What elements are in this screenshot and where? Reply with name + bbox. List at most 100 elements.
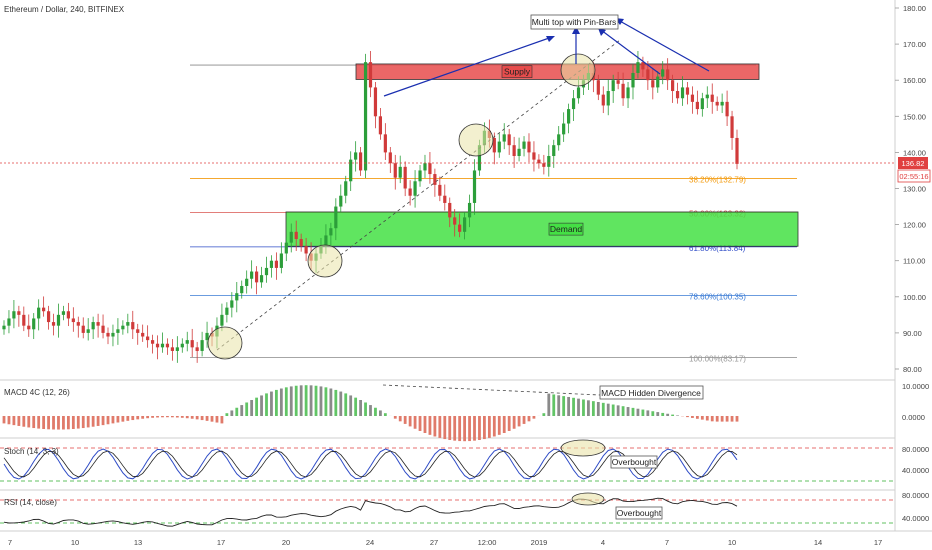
macd-bar bbox=[552, 394, 556, 416]
highlight-circle bbox=[458, 123, 494, 157]
price-tick-label: 120.00 bbox=[903, 221, 926, 230]
candle-body bbox=[329, 228, 333, 236]
macd-bar bbox=[473, 416, 476, 441]
candle-body bbox=[383, 134, 387, 153]
macd-bar bbox=[329, 388, 333, 416]
zone-label-box bbox=[548, 222, 584, 236]
candle-body bbox=[730, 116, 734, 138]
macd-bar bbox=[428, 416, 432, 435]
rsi-title: RSI (14, close) bbox=[4, 498, 57, 507]
macd-bar bbox=[57, 416, 60, 430]
macd-annotation-label: MACD Hidden Divergence bbox=[601, 388, 701, 398]
zone-label-box bbox=[501, 65, 533, 79]
candle-body bbox=[155, 343, 160, 348]
macd-bar bbox=[250, 400, 254, 416]
macd-bar bbox=[32, 416, 36, 429]
macd-bar bbox=[413, 416, 417, 429]
time-tick-label: 10 bbox=[728, 538, 736, 547]
macd-bar bbox=[324, 387, 328, 416]
macd-bar bbox=[735, 416, 739, 422]
price-tick-label: 170.00 bbox=[903, 40, 926, 49]
fib-level-label: 61.80%(113.84) bbox=[689, 244, 746, 253]
candle-body bbox=[611, 80, 615, 92]
macd-bar bbox=[274, 389, 278, 416]
macd-bar bbox=[270, 391, 273, 416]
time-tick-label: 7 bbox=[8, 538, 12, 547]
candle-body bbox=[279, 253, 283, 268]
fib-level-label: 100.00%(83.17) bbox=[689, 355, 746, 364]
rsi-highlight bbox=[571, 492, 605, 506]
candle-body bbox=[264, 267, 269, 276]
time-tick-label: 13 bbox=[134, 538, 142, 547]
macd-bar bbox=[195, 416, 199, 420]
candle-body bbox=[131, 322, 135, 330]
candle-body bbox=[358, 152, 363, 171]
macd-bar bbox=[463, 416, 467, 442]
candle-body bbox=[408, 188, 412, 196]
macd-bar bbox=[517, 416, 521, 427]
candle-body bbox=[51, 322, 56, 326]
time-tick-label: 10 bbox=[71, 538, 79, 547]
macd-bar bbox=[483, 416, 486, 440]
candle-body bbox=[254, 271, 259, 283]
candle-body bbox=[463, 217, 467, 232]
stoch-d-line bbox=[3, 450, 738, 478]
candle-body bbox=[180, 343, 184, 348]
candle-body bbox=[720, 101, 724, 106]
candle-body bbox=[42, 307, 46, 312]
candle-body bbox=[690, 94, 695, 102]
price-tick-label: 140.00 bbox=[903, 148, 926, 157]
macd-bar bbox=[210, 416, 214, 422]
macd-bar bbox=[225, 413, 229, 416]
macd-bar bbox=[403, 416, 407, 424]
candle-body bbox=[542, 163, 546, 167]
candle-body bbox=[685, 87, 690, 95]
candle-body bbox=[126, 322, 130, 326]
chart-title: Ethereum / Dollar, 240, BITFINEX bbox=[4, 5, 125, 14]
candle-body bbox=[497, 141, 501, 153]
candle-body bbox=[527, 141, 531, 153]
macd-bar bbox=[12, 416, 16, 426]
candle-body bbox=[259, 275, 264, 283]
price-tick-label: 90.00 bbox=[903, 329, 922, 338]
macd-bar bbox=[438, 416, 442, 438]
candle-body bbox=[12, 311, 16, 319]
macd-bar bbox=[205, 416, 209, 421]
macd-annotation-box bbox=[599, 385, 704, 400]
candle-body bbox=[616, 80, 620, 84]
macd-bar bbox=[502, 416, 506, 433]
macd-bar bbox=[448, 416, 452, 440]
macd-tick-0: 0.0000 bbox=[902, 413, 925, 422]
macd-bar bbox=[294, 385, 298, 416]
macd-bar bbox=[383, 413, 387, 416]
candle-body bbox=[373, 87, 378, 117]
time-tick-label: 17 bbox=[874, 538, 882, 547]
candle-body bbox=[170, 347, 174, 351]
candle-body bbox=[403, 166, 407, 189]
candle-body bbox=[626, 87, 630, 99]
stoch-annotation-label: Overbought bbox=[612, 457, 657, 467]
candle-body bbox=[492, 137, 496, 153]
candle-body bbox=[240, 285, 244, 294]
candle-body bbox=[101, 325, 105, 333]
price-tick-label: 80.00 bbox=[903, 365, 922, 374]
candle-body bbox=[136, 329, 140, 333]
macd-bar bbox=[71, 416, 75, 429]
candle-body bbox=[76, 322, 80, 326]
macd-bar bbox=[646, 410, 650, 416]
candle-body bbox=[567, 109, 571, 124]
current-price-value: 136.82 bbox=[902, 159, 925, 168]
macd-bar bbox=[245, 402, 249, 416]
macd-bar bbox=[175, 416, 179, 418]
candles bbox=[2, 50, 739, 363]
macd-bar bbox=[487, 416, 491, 438]
macd-bar bbox=[572, 397, 575, 416]
candle-body bbox=[235, 293, 239, 301]
macd-bar bbox=[156, 416, 159, 418]
macd-bar bbox=[111, 416, 115, 424]
candle-body bbox=[680, 87, 685, 99]
candle-body bbox=[121, 325, 125, 330]
macd-bar bbox=[720, 416, 724, 422]
candle-body bbox=[735, 137, 739, 164]
